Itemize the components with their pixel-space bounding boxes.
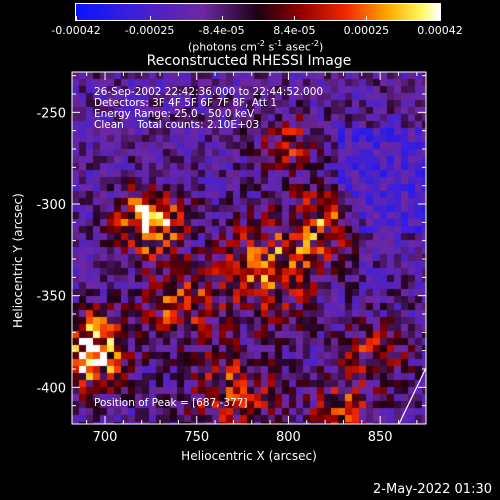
y-tick-label: -400 (36, 381, 66, 396)
colorbar-tick-label: 8.4e-05 (273, 24, 316, 37)
colorbar-tick (366, 16, 368, 21)
x-tick-label: 700 (93, 430, 118, 445)
y-tick-label: -350 (36, 290, 66, 305)
energy-range-label: Energy Range: 25.0 - 50.0 keV (94, 108, 255, 120)
clean-counts-label: Clean Total counts: 2.10E+03 (94, 119, 260, 131)
y-tick-label: -250 (36, 106, 66, 121)
colorbar-tick-label: -0.00042 (51, 24, 101, 37)
colorbar-tick (221, 16, 223, 21)
x-tick-label: 750 (184, 430, 209, 445)
colorbar-tick-label: -8.4e-05 (198, 24, 245, 37)
y-axis-label: Heliocentric Y (arcsec) (11, 193, 25, 328)
x-tick-label: 850 (368, 430, 393, 445)
colorbar-unit-label: (photons cm-2 s-1 asec-2) (188, 39, 324, 54)
colorbar-tick-label: 0.00042 (417, 24, 463, 37)
time-range-label: 26-Sep-2002 22:42:36.000 to 22:44:52.000 (94, 86, 324, 98)
colorbar-tick (294, 16, 296, 21)
peak-position-label: Position of Peak = [687,-377] (94, 397, 248, 409)
footer-timestamp: 2-May-2022 01:30 (373, 482, 492, 497)
detectors-label: Detectors: 3F 4F 5F 6F 7F 8F, Att 1 (94, 97, 278, 109)
info-block: 26-Sep-2002 22:42:36.000 to 22:44:52.000… (94, 87, 323, 131)
colorbar-tick (149, 16, 151, 21)
x-tick-label: 800 (276, 430, 301, 445)
colorbar-tick-label: -0.00025 (124, 24, 175, 37)
x-axis-label: Heliocentric X (arcsec) (181, 449, 317, 463)
colorbar-tick (440, 16, 441, 21)
plot-frame (71, 71, 427, 425)
y-tick-label: -300 (36, 198, 66, 213)
solar-limb-line (398, 367, 427, 425)
colorbar-tick (76, 16, 77, 21)
colorbar (75, 3, 441, 21)
colorbar-tick-label: 0.00025 (343, 24, 390, 37)
heatmap-image (72, 72, 426, 424)
chart-title: Reconstructed RHESSI Image (146, 53, 352, 69)
